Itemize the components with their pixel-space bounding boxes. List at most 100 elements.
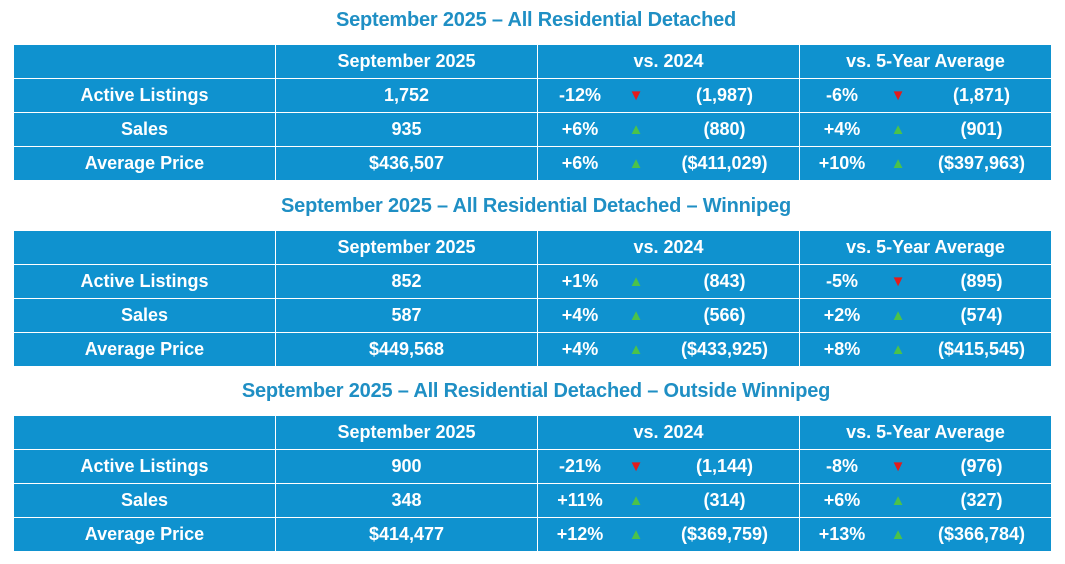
header-vs-avg: vs. 5-Year Average [799,415,1052,450]
up-arrow-icon: ▲ [890,526,906,543]
prior-value: ($433,925) [680,339,769,359]
avg-value: (895) [960,271,1003,291]
vs-prior-cell: +11% ▲ (314) [537,483,800,518]
pct-change: +11% [557,490,603,510]
pct-change: +6% [561,153,599,173]
pct-change: +2% [823,305,861,325]
vs-avg-cell: +4% ▲ (901) [799,112,1052,147]
vs-avg-cell: +8% ▲ ($415,545) [799,332,1052,367]
vs-avg-cell: +2% ▲ (574) [799,298,1052,333]
up-arrow-icon: ▲ [628,121,644,138]
row-value: 348 [275,483,538,518]
up-arrow-icon: ▲ [890,341,906,358]
table-row: Average Price $414,477 +12% ▲ ($369,759)… [13,517,1052,552]
vs-prior-cell: -21% ▼ (1,144) [537,449,800,484]
header-vs-prior: vs. 2024 [537,44,800,79]
header-period: September 2025 [275,230,538,265]
section-title-outside-winnipeg: September 2025 – All Residential Detache… [241,380,831,402]
vs-prior-cell: +4% ▲ ($433,925) [537,332,800,367]
row-value: 1,752 [275,78,538,113]
avg-value: (574) [960,305,1003,325]
row-label: Active Listings [13,264,276,299]
pct-change: +13% [818,524,866,544]
pct-change: -6% [825,85,858,105]
avg-value: (327) [960,490,1003,510]
header-period: September 2025 [275,44,538,79]
stats-table-winnipeg: September 2025 vs. 2024 vs. 5-Year Avera… [13,230,1052,367]
pct-change: +1% [561,271,599,291]
pct-change: -8% [825,456,858,476]
avg-value: ($366,784) [937,524,1026,544]
avg-value: ($415,545) [937,339,1026,359]
row-value: $449,568 [275,332,538,367]
row-value: 852 [275,264,538,299]
vs-avg-cell: +10% ▲ ($397,963) [799,146,1052,181]
row-value: $436,507 [275,146,538,181]
down-arrow-icon: ▼ [628,87,644,104]
avg-value: (901) [960,119,1003,139]
stats-table-all: September 2025 vs. 2024 vs. 5-Year Avera… [13,44,1052,181]
row-label: Active Listings [13,449,276,484]
pct-change: -5% [825,271,858,291]
up-arrow-icon: ▲ [628,341,644,358]
vs-prior-cell: +4% ▲ (566) [537,298,800,333]
prior-value: (566) [703,305,746,325]
table-row: Average Price $436,507 +6% ▲ ($411,029) … [13,146,1052,181]
prior-value: ($411,029) [681,153,768,173]
header-empty-cell [13,230,276,265]
pct-change: +4% [561,305,599,325]
prior-value: (1,987) [695,85,754,105]
table-row: Sales 587 +4% ▲ (566) +2% ▲ (574) [13,298,1052,333]
pct-change: +4% [561,339,599,359]
pct-change: +8% [823,339,861,359]
pct-change: +4% [823,119,861,139]
header-vs-prior: vs. 2024 [537,230,800,265]
prior-value: (843) [703,271,746,291]
row-value: 935 [275,112,538,147]
header-empty-cell [13,415,276,450]
pct-change: +6% [823,490,861,510]
up-arrow-icon: ▲ [628,155,644,172]
row-value: $414,477 [275,517,538,552]
section-title-all: September 2025 – All Residential Detache… [335,9,737,31]
row-value: 900 [275,449,538,484]
table-row: Active Listings 852 +1% ▲ (843) -5% ▼ (8… [13,264,1052,299]
header-row: September 2025 vs. 2024 vs. 5-Year Avera… [13,230,1052,265]
header-vs-prior: vs. 2024 [537,415,800,450]
up-arrow-icon: ▲ [628,492,644,509]
down-arrow-icon: ▼ [890,458,906,475]
table-row: Average Price $449,568 +4% ▲ ($433,925) … [13,332,1052,367]
prior-value: ($369,759) [680,524,769,544]
vs-avg-cell: -6% ▼ (1,871) [799,78,1052,113]
table-row: Sales 348 +11% ▲ (314) +6% ▲ (327) [13,483,1052,518]
up-arrow-icon: ▲ [890,121,906,138]
avg-value: (976) [960,456,1003,476]
vs-prior-cell: +6% ▲ ($411,029) [537,146,800,181]
pct-change: -21% [558,456,602,476]
vs-avg-cell: +6% ▲ (327) [799,483,1052,518]
vs-avg-cell: -5% ▼ (895) [799,264,1052,299]
table-row: Active Listings 900 -21% ▼ (1,144) -8% ▼… [13,449,1052,484]
up-arrow-icon: ▲ [890,492,906,509]
vs-prior-cell: +1% ▲ (843) [537,264,800,299]
up-arrow-icon: ▲ [890,307,906,324]
vs-prior-cell: +6% ▲ (880) [537,112,800,147]
header-row: September 2025 vs. 2024 vs. 5-Year Avera… [13,44,1052,79]
down-arrow-icon: ▼ [890,87,906,104]
avg-value: (1,871) [952,85,1011,105]
up-arrow-icon: ▲ [890,155,906,172]
pct-change: +10% [818,153,866,173]
pct-change: +12% [556,524,604,544]
up-arrow-icon: ▲ [628,307,644,324]
up-arrow-icon: ▲ [628,273,644,290]
header-vs-avg: vs. 5-Year Average [799,230,1052,265]
stats-table-outside-winnipeg: September 2025 vs. 2024 vs. 5-Year Avera… [13,415,1052,552]
row-label: Average Price [13,146,276,181]
vs-avg-cell: -8% ▼ (976) [799,449,1052,484]
header-row: September 2025 vs. 2024 vs. 5-Year Avera… [13,415,1052,450]
section-title-winnipeg: September 2025 – All Residential Detache… [281,195,791,217]
row-label: Sales [13,298,276,333]
row-label: Sales [13,112,276,147]
header-vs-avg: vs. 5-Year Average [799,44,1052,79]
prior-value: (880) [703,119,746,139]
